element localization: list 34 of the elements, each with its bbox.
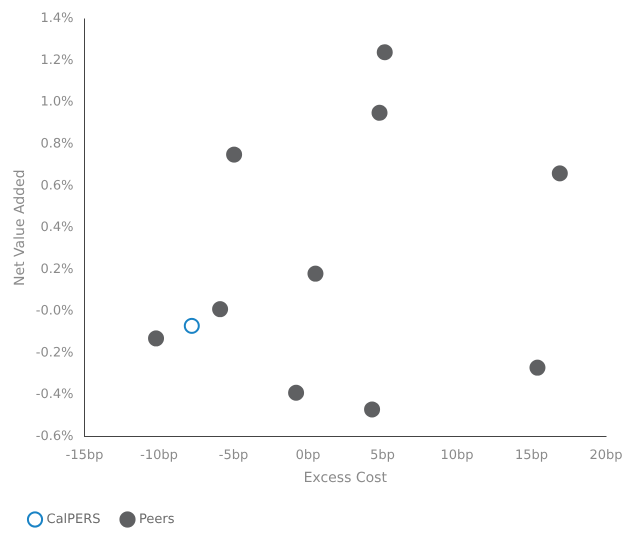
x-tick-label: 15bp — [514, 448, 548, 463]
y-tick-label: -0.0% — [36, 304, 74, 319]
point — [288, 384, 304, 401]
x-tick-label: 0bp — [296, 448, 320, 463]
y-tick-label: -0.2% — [36, 345, 74, 360]
x-tick-label: 10bp — [440, 448, 474, 463]
legend-label: CalPERS — [46, 512, 100, 527]
point — [307, 266, 324, 282]
point — [184, 318, 200, 334]
point — [552, 165, 568, 182]
point — [529, 360, 546, 376]
point — [364, 401, 380, 418]
y-tick-label: 1.2% — [40, 52, 74, 68]
point — [148, 330, 164, 346]
x-tick-label: -15bp — [66, 448, 104, 463]
x-tick-label: -10bp — [140, 448, 178, 463]
point — [226, 146, 242, 163]
y-tick-label: 1.4% — [40, 11, 74, 26]
x-axis-title: Excess Cost — [304, 470, 388, 486]
y-tick-label: 0.8% — [40, 136, 74, 152]
y-tick-label: 1.0% — [40, 94, 74, 110]
point — [376, 44, 393, 60]
x-tick-label: -5bp — [218, 448, 248, 463]
legend-label: Peers — [138, 512, 175, 527]
point — [212, 301, 228, 318]
x-tick-label: 5bp — [370, 448, 395, 463]
y-tick-label: -0.4% — [36, 387, 74, 402]
y-axis-title: Net Value Added — [12, 169, 28, 286]
point — [372, 104, 388, 121]
y-tick-label: 0.2% — [40, 262, 74, 277]
y-tick-label: -0.6% — [36, 428, 74, 444]
y-tick-label: 0.4% — [40, 220, 74, 236]
x-tick-label: 20bp — [589, 448, 623, 463]
y-tick-label: 0.6% — [40, 178, 74, 194]
